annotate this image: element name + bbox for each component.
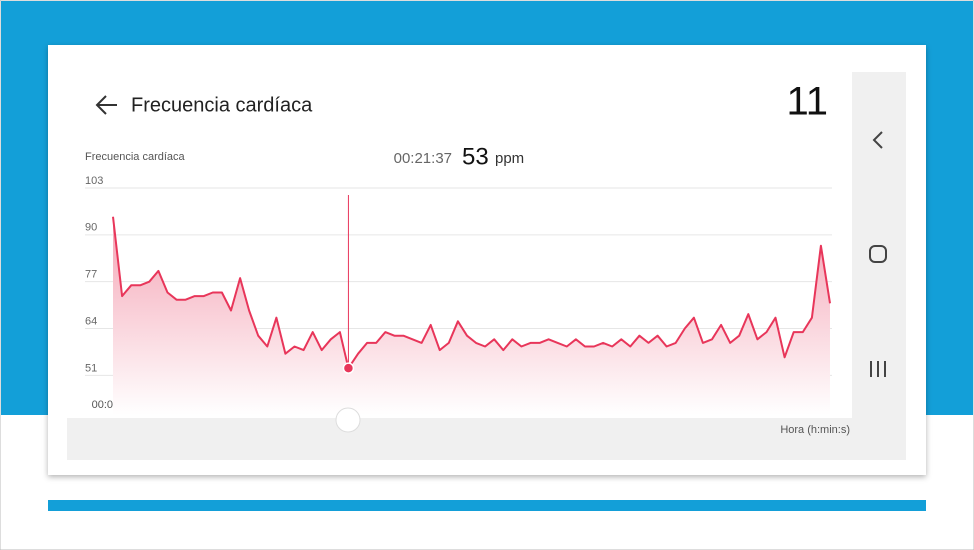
y-tick-label: 64 (85, 315, 97, 327)
slider-knob[interactable] (335, 407, 361, 433)
readout-unit: ppm (495, 150, 524, 167)
y-tick-label: 103 (85, 175, 103, 187)
page-number: 11 (786, 80, 828, 124)
selected-point (342, 362, 355, 374)
y-tick-label: 77 (85, 269, 97, 281)
back-arrow[interactable] (95, 95, 117, 115)
x-axis-label: Hora (h:min:s) (780, 424, 850, 436)
nav-bar (852, 72, 906, 460)
nav-home[interactable] (869, 245, 887, 263)
nav-recent[interactable] (870, 361, 886, 377)
readout-time: 00:21:37 (394, 150, 452, 167)
readout-value: 53 (462, 143, 489, 170)
area (113, 216, 831, 415)
line (112, 216, 831, 370)
chart-label: Frecuencia cardíaca (85, 151, 186, 163)
y-tick-label: 90 (85, 222, 97, 234)
blue-bar (48, 500, 926, 511)
y-tick-label: 51 (85, 362, 97, 374)
page-title: Frecuencia cardíaca (131, 94, 313, 116)
slider-track (67, 418, 906, 460)
nav-back[interactable] (872, 131, 883, 149)
